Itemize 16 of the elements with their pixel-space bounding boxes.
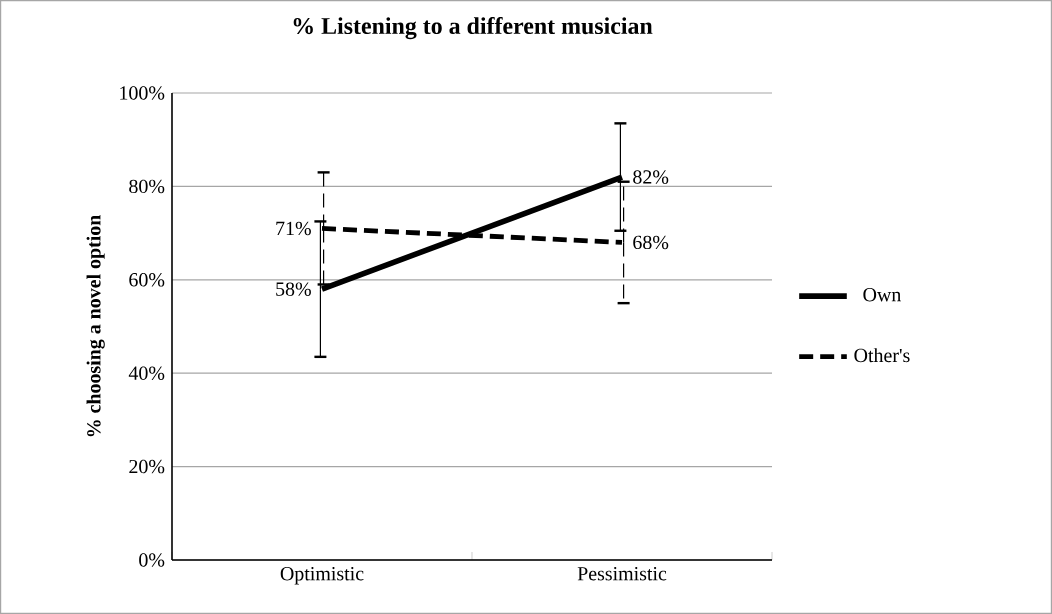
legend-label: Own [863, 288, 901, 302]
y-tick-label: 0% [139, 553, 165, 567]
y-tick-label: 20% [129, 459, 165, 474]
chart-title: % Listening to a different musician [293, 17, 653, 40]
y-tick-label: 100% [120, 86, 165, 100]
y-axis-title: % choosing a novel option [86, 215, 105, 437]
data-label: 71% [276, 221, 311, 236]
data-label: 68% [633, 235, 669, 250]
legend-label: Other's [854, 348, 910, 363]
x-tick-label: Optimistic [280, 567, 364, 585]
y-tick-label: 40% [128, 366, 165, 380]
y-tick-label: 80% [129, 179, 165, 194]
data-label: 58% [276, 282, 311, 296]
x-tick-label: Pessimistic [577, 567, 667, 581]
data-label: 82% [633, 170, 669, 184]
y-tick-label: 60% [129, 273, 165, 287]
